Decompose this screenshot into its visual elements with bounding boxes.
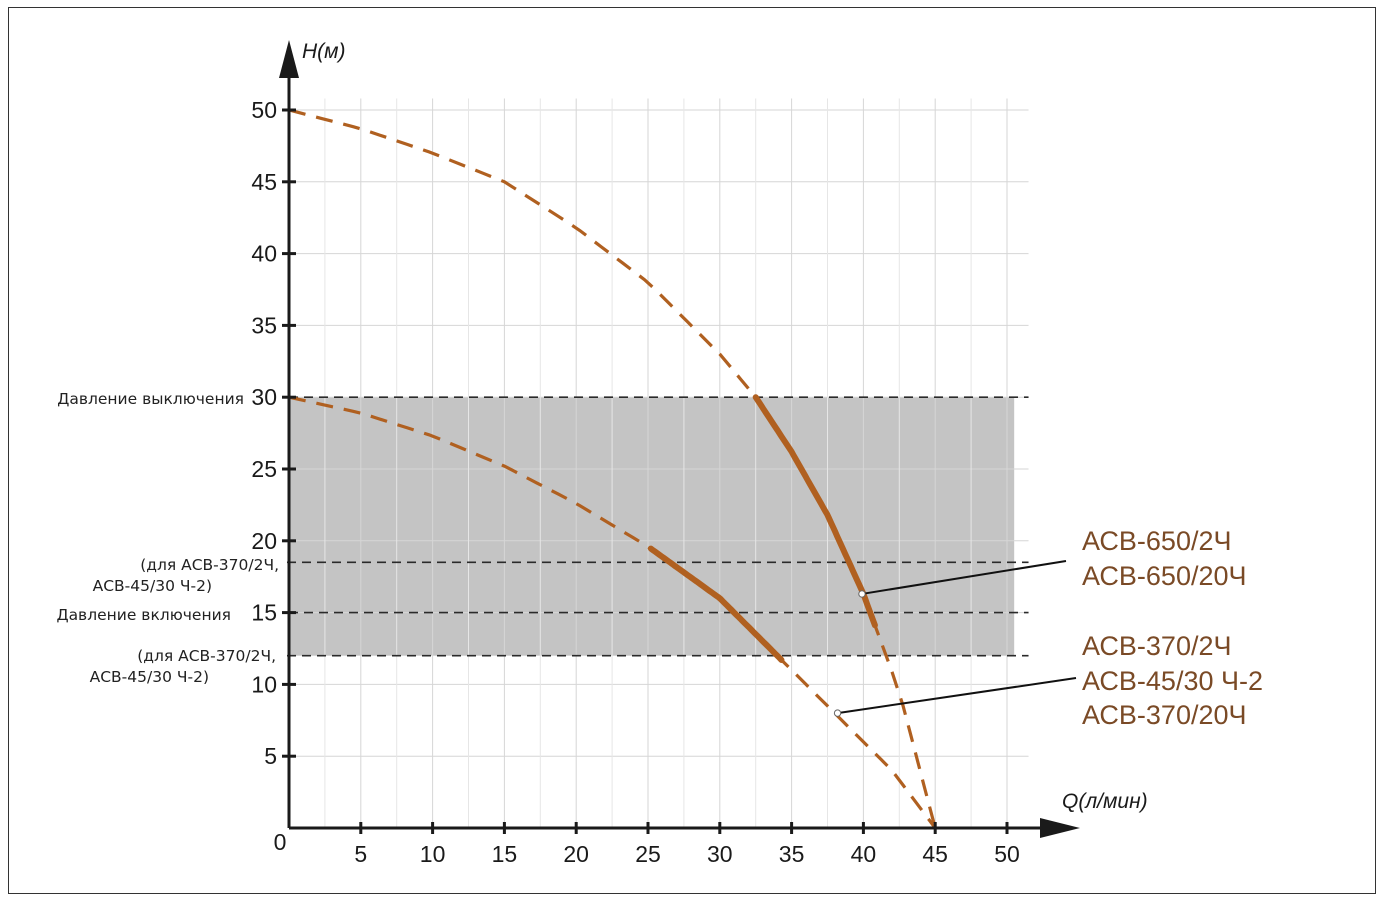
x-tick-label: 30 [707, 841, 733, 867]
x-tick-label: 35 [779, 841, 805, 867]
x-tick-label: 5 [354, 841, 367, 867]
origin-label: 0 [274, 829, 287, 855]
reference-label: (для АСВ-370/2Ч, [137, 647, 276, 665]
y-tick-label: 15 [251, 600, 277, 626]
curve-dashed-0 [288, 108, 937, 829]
model-label: АСВ-650/2Ч [1082, 526, 1231, 556]
callout-leader [861, 560, 1067, 595]
y-tick-label: 25 [251, 456, 277, 482]
x-axis-arrow [1040, 818, 1080, 838]
y-tick-label: 40 [251, 241, 277, 267]
curve-operating-1 [647, 545, 785, 663]
y-tick-label: 50 [251, 97, 277, 123]
x-tick-label: 10 [420, 841, 446, 867]
reference-label: Давление выключения [57, 390, 244, 408]
reference-label: (для АСВ-370/2Ч, [140, 556, 279, 574]
y-tick-label: 10 [251, 671, 277, 697]
x-tick-label: 15 [492, 841, 518, 867]
y-tick-label: 35 [251, 312, 277, 338]
callout-dot [858, 590, 866, 598]
reference-label: АСВ-45/30 Ч-2) [90, 668, 209, 686]
x-tick-label: 25 [635, 841, 661, 867]
operating-band [289, 397, 1015, 656]
x-tick-label: 40 [851, 841, 877, 867]
curve-operating-0 [752, 394, 878, 629]
reference-label: АСВ-45/30 Ч-2) [93, 577, 212, 595]
y-tick-label: 30 [251, 384, 277, 410]
y-tick-label: 20 [251, 528, 277, 554]
y-tick-label: 5 [264, 743, 277, 769]
y-axis-arrow [279, 40, 299, 78]
y-axis-title: H(м) [302, 40, 346, 63]
model-label: АСВ-45/30 Ч-2 [1082, 666, 1263, 696]
reference-label: Давление включения [56, 606, 231, 624]
x-tick-label: 50 [994, 841, 1020, 867]
model-label: АСВ-650/20Ч [1082, 561, 1247, 591]
model-label: АСВ-370/20Ч [1082, 700, 1247, 730]
x-tick-label: 45 [922, 841, 948, 867]
model-label: АСВ-370/2Ч [1082, 631, 1231, 661]
x-axis-title: Q(л/мин) [1062, 790, 1148, 813]
callout-dot [833, 709, 842, 717]
x-tick-label: 20 [563, 841, 589, 867]
callout-leader [837, 677, 1077, 715]
y-tick-label: 45 [251, 169, 277, 195]
curve-dashed-1 [288, 395, 937, 829]
